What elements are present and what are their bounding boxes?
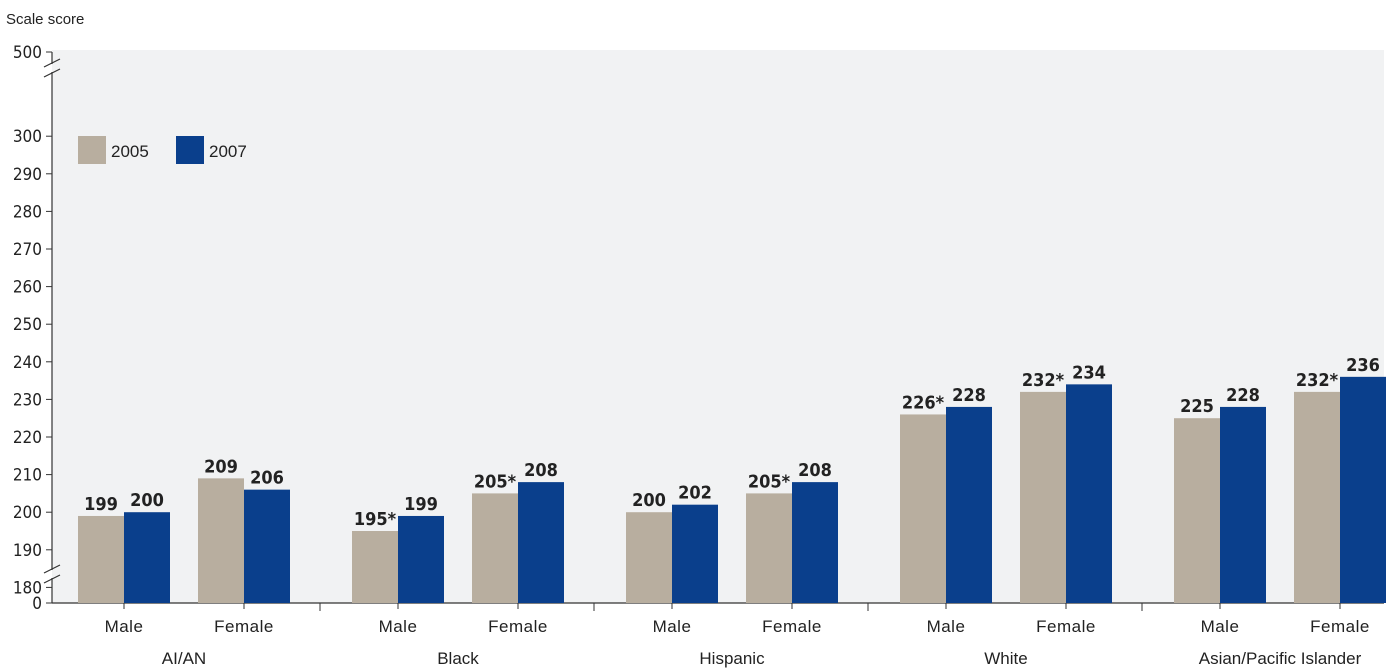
bar-value-label: 234 [1072,362,1106,383]
bars: 199 200 209 206 195* 199 205* 208 200 202 205* 208 2… [78,355,1386,603]
y-tick-label: 0 [32,594,42,614]
bar-asian-pacific-islander-female-2007 [1340,376,1386,603]
bar-value-label: 209 [204,456,238,477]
category-label: Female [488,617,548,636]
bar-hispanic-male-2005 [626,512,672,603]
category-label: Male [1201,617,1240,636]
category-label: Female [1036,617,1096,636]
y-tick-label: 220 [13,428,42,448]
category-label: Female [762,617,822,636]
bar-ai-an-male-2007 [124,512,170,603]
bar-black-male-2005 [352,531,398,603]
bar-hispanic-female-2005 [746,493,792,603]
bar-value-label: 195* [354,509,397,530]
bar-ai-an-male-2005 [78,515,124,603]
bar-hispanic-female-2007 [792,482,838,603]
bar-ai-an-female-2005 [198,478,244,603]
bar-black-female-2007 [518,482,564,603]
bar-value-label: 226* [902,392,945,413]
y-tick-label: 290 [13,165,42,185]
y-tick-label: 240 [13,353,42,373]
bar-value-label: 232* [1022,370,1065,391]
bar-value-label: 206 [250,468,284,489]
bar-asian-pacific-islander-male-2007 [1220,406,1266,603]
y-tick-label: 200 [13,503,42,523]
y-tick-label: 260 [13,278,42,298]
bar-white-female-2007 [1066,384,1112,603]
legend-swatch-2007 [176,136,204,164]
y-tick-label: 500 [13,43,42,63]
bar-value-label: 200 [130,490,164,511]
bar-black-female-2005 [472,493,518,603]
axis-break-mark [43,574,61,584]
category-label: Female [1310,617,1370,636]
axis-break-mark [43,564,61,574]
legend-swatch-2005 [78,136,106,164]
y-tick-label: 270 [13,240,42,260]
x-axis: Male Female AI/AN Male Female Black Male Female… [52,602,1384,668]
bar-value-label: 225 [1180,396,1214,417]
legend: 2005 2007 [78,136,247,164]
bar-value-label: 205* [474,471,517,492]
bar-value-label: 228 [952,385,986,406]
bar-asian-pacific-islander-female-2005 [1294,391,1340,603]
y-tick-label: 280 [13,202,42,222]
bar-white-male-2007 [946,406,992,603]
bar-value-label: 202 [678,483,712,504]
category-label: Male [927,617,966,636]
category-label: Female [214,617,274,636]
bar-ai-an-female-2007 [244,489,290,603]
bar-value-label: 199 [404,494,438,515]
y-tick-label: 190 [13,541,42,561]
group-label: AI/AN [162,649,206,668]
y-tick-label: 180 [13,578,42,598]
bar-value-label: 228 [1226,385,1260,406]
bar-value-label: 205* [748,471,791,492]
legend-label-2005: 2005 [111,142,149,161]
bar-value-label: 208 [798,460,832,481]
bar-value-label: 232* [1296,370,1339,391]
y-tick-label: 300 [13,127,42,147]
group-label: White [984,649,1027,668]
axis-break-mark [43,68,61,78]
y-tick-label: 210 [13,466,42,486]
bar-white-male-2005 [900,414,946,603]
group-label: Asian/Pacific Islander [1199,649,1362,668]
bar-black-male-2007 [398,515,444,603]
bar-value-label: 208 [524,460,558,481]
y-axis-label: Scale score [6,11,84,28]
legend-label-2007: 2007 [209,142,247,161]
category-label: Male [379,617,418,636]
bar-value-label: 200 [632,490,666,511]
category-label: Male [653,617,692,636]
y-tick-label: 250 [13,315,42,335]
axis-break-mark [43,58,61,68]
bar-white-female-2005 [1020,391,1066,603]
group-label: Hispanic [699,649,765,668]
bar-value-label: 236 [1346,355,1380,376]
bar-value-label: 199 [84,494,118,515]
bar-asian-pacific-islander-male-2005 [1174,418,1220,603]
bar-hispanic-male-2007 [672,504,718,603]
y-tick-label: 230 [13,390,42,410]
category-label: Male [105,617,144,636]
group-label: Black [437,649,479,668]
